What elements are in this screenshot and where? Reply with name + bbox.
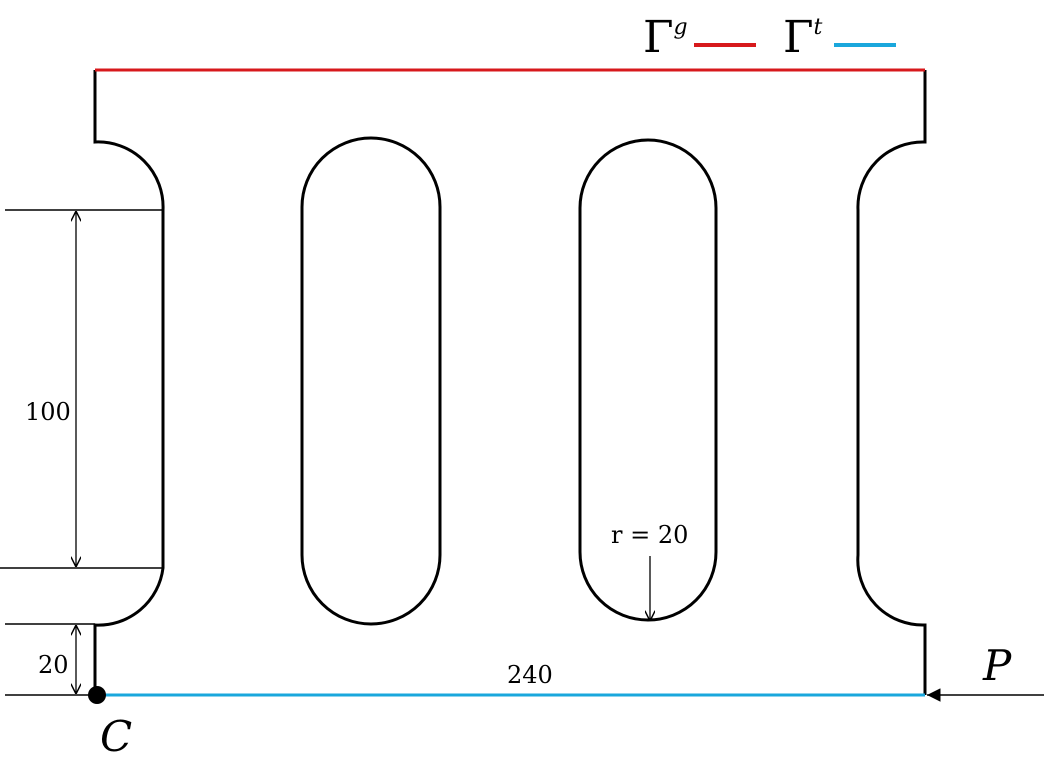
legend-dirichlet-label: Γg xyxy=(643,16,688,60)
slot-hole-right xyxy=(578,138,718,622)
point-c-label: C xyxy=(100,712,133,761)
legend-dirichlet-symbol: Γ xyxy=(643,12,674,63)
legend-neumann-superscript: t xyxy=(813,15,823,40)
legend-neumann-label: Γt xyxy=(783,16,822,60)
point-c-marker xyxy=(88,686,106,704)
dim-label-100: 100 xyxy=(25,398,71,426)
dim-label-20: 20 xyxy=(38,651,69,679)
radius-label: r = 20 xyxy=(611,521,689,549)
legend-dirichlet-superscript: g xyxy=(673,15,688,40)
right-boundary xyxy=(856,70,927,695)
slot-hole-left xyxy=(300,136,442,626)
left-boundary xyxy=(93,70,165,695)
legend-neumann-symbol: Γ xyxy=(783,12,814,63)
dim-label-240: 240 xyxy=(507,661,553,689)
load-p-label: P xyxy=(983,641,1012,690)
